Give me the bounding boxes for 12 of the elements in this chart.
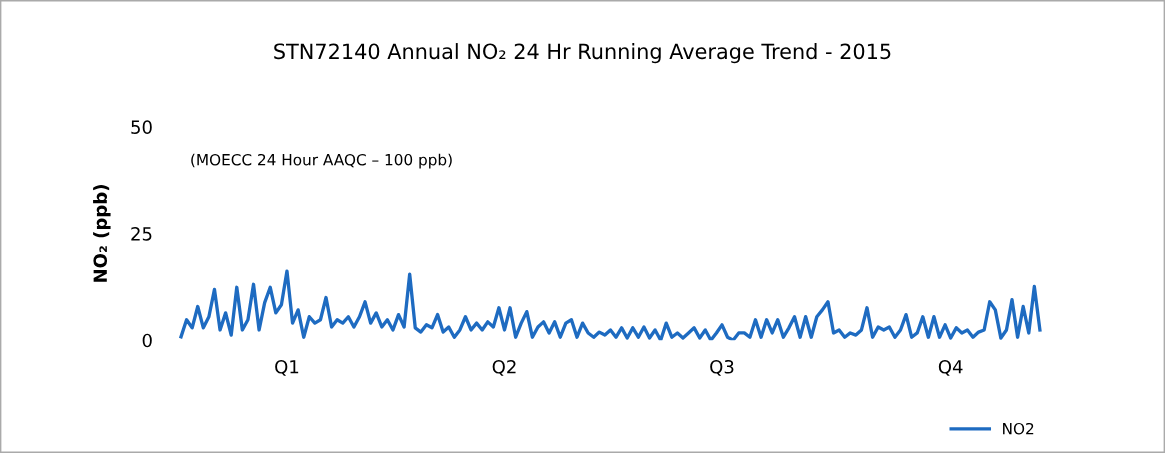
legend-label: NO2 <box>1003 422 1034 435</box>
x-tick-label: Q1 <box>275 359 299 376</box>
y-tick-label: 50 <box>131 120 152 134</box>
y-tick-label: 25 <box>131 226 152 241</box>
line-series <box>179 269 1042 341</box>
x-tick-label: Q4 <box>938 359 963 376</box>
x-tick-label: Q2 <box>492 359 516 376</box>
y-axis-title: NO₂ (ppb) <box>93 185 111 282</box>
chart-title: STN72140 Annual NO₂ 24 Hr Running Average Trend - 2015 <box>274 43 891 64</box>
annotation: (MOECC 24 Hour AAQC – 100 ppb) <box>191 153 452 169</box>
y-tick-label: 0 <box>142 333 152 348</box>
x-tick-label: Q3 <box>710 359 734 376</box>
